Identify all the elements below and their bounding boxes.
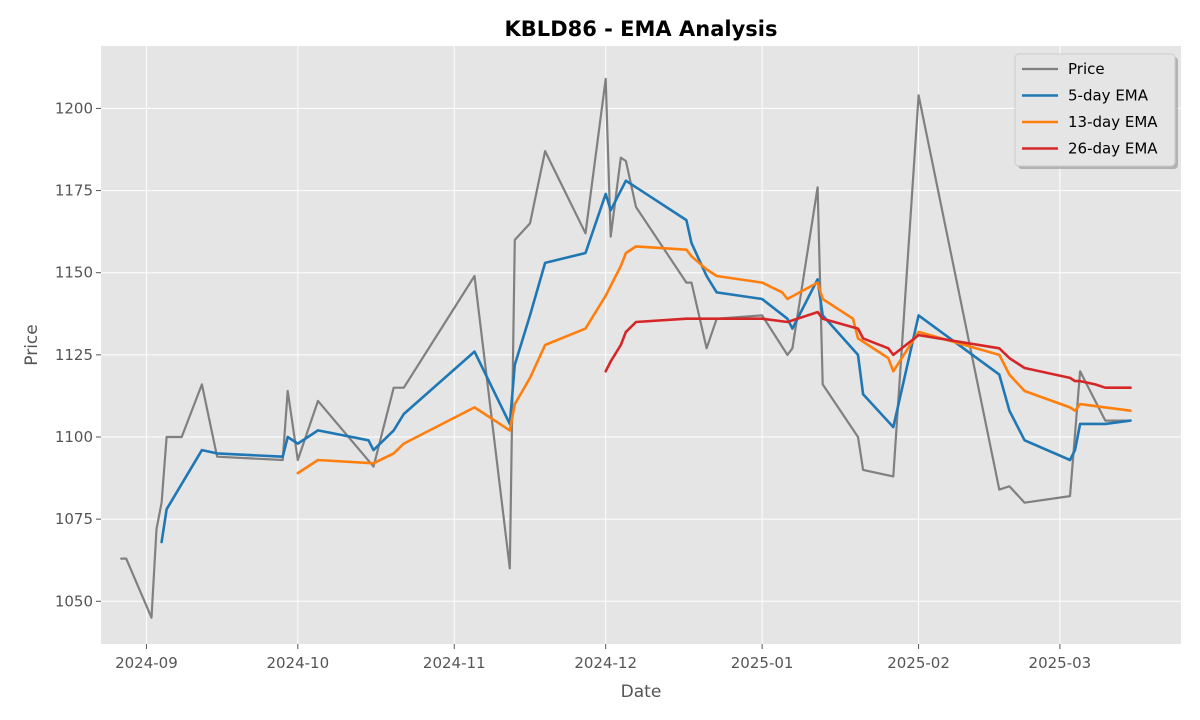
y-tick-label: 1075: [55, 510, 93, 528]
series-lines: [120, 77, 1132, 619]
series-line-26-day-ema: [604, 310, 1132, 389]
legend-label-26-day-ema: 26-day EMA: [1068, 140, 1158, 158]
y-tick-label: 1100: [55, 428, 93, 446]
y-tick-label: 1150: [55, 264, 93, 282]
x-tick-label: 2024-09: [115, 654, 178, 672]
y-tick-label: 1050: [55, 592, 93, 610]
y-tick-label: 1175: [55, 182, 93, 200]
x-tick-label: 2024-12: [574, 654, 637, 672]
x-tick-label: 2024-11: [423, 654, 486, 672]
x-axis-label: Date: [621, 682, 662, 702]
x-tick-label: 2025-03: [1029, 654, 1092, 672]
y-axis-label: Price: [22, 324, 42, 365]
y-tick-label: 1125: [55, 346, 93, 364]
series-line-5-day-ema: [160, 179, 1132, 544]
legend-label-5-day-ema: 5-day EMA: [1068, 87, 1149, 105]
plot-area: [101, 46, 1181, 644]
grid-lines: [101, 46, 1181, 644]
series-line-13-day-ema: [296, 245, 1132, 475]
legend-entries: Price 5-day EMA 13-day EMA 26-day EMA: [1022, 60, 1158, 158]
legend-box: [1014, 53, 1176, 167]
y-tick-label: 1200: [55, 99, 93, 117]
x-tick-label: 2025-02: [887, 654, 950, 672]
axis-ticks: 1050 1075 1100 1125 1150 1175 1200 2024-09 2024-…: [55, 99, 1091, 672]
x-tick-label: 2025-01: [731, 654, 794, 672]
legend: Price 5-day EMA 13-day EMA 26-day EMA: [1014, 53, 1178, 169]
legend-label-13-day-ema: 13-day EMA: [1068, 113, 1158, 131]
legend-label-price: Price: [1068, 60, 1105, 78]
chart-title: KBLD86 - EMA Analysis: [505, 17, 778, 41]
x-tick-label: 2024-10: [266, 654, 329, 672]
